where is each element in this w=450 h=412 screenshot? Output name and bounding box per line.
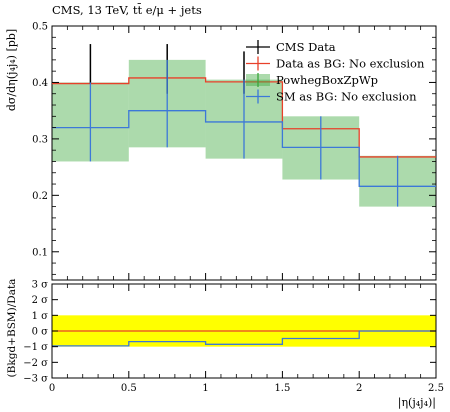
ratio-y-axis-label: (Bkgd+BSM)/Data (6, 279, 18, 378)
chart-title: CMS, 13 TeV, tt̄ e/μ + jets (52, 3, 202, 17)
x-tick-label: 2 (356, 383, 362, 394)
legend-label: CMS Data (276, 40, 336, 54)
main-panel: 0.1 0.2 0.3 0.4 0.5 CMS Data Data as BG: No e… (5, 3, 437, 281)
ratio-y-tick-label: 0 σ (32, 327, 49, 338)
ratio-panel: −3 σ −2 σ −1 σ 0 σ 1 σ 2 σ 3 σ 0 0.5 1 1.5 2 2.5 (Bk… (6, 279, 444, 410)
x-tick-label: 1 (202, 383, 208, 394)
ratio-y-tick-label: 1 σ (32, 311, 49, 322)
y-tick-label: 0.2 (32, 191, 48, 202)
ratio-y-tick-label: −2 σ (23, 358, 48, 369)
legend-label: Data as BG: No exclusion (276, 57, 425, 71)
legend-label: SM as BG: No exclusion (276, 90, 417, 104)
x-tick-label: 1.5 (274, 383, 290, 394)
main-plot-frame (51, 25, 437, 281)
y-tick-label: 0.3 (32, 134, 48, 145)
y-tick-label: 0.1 (32, 247, 48, 258)
ratio-series-group (52, 330, 436, 347)
x-tick-label: 0.5 (121, 383, 137, 394)
x-tick-label: 2.5 (428, 383, 444, 394)
ratio-axis-ticks: −3 σ −2 σ −1 σ 0 σ 1 σ 2 σ 3 σ 0 0.5 1 1.5 2 2.5 (23, 280, 444, 395)
legend-label: PowhegBoxZpWp (276, 73, 378, 87)
ratio-y-tick-label: −1 σ (23, 342, 48, 353)
x-tick-label: 0 (49, 383, 55, 394)
x-axis-label: |η(j₄j₄)| (398, 396, 436, 410)
y-tick-label: 0.5 (32, 22, 48, 33)
ratio-y-tick-label: −3 σ (23, 374, 48, 385)
legend: CMS Data Data as BG: No exclusion PowhegBo… (246, 40, 425, 104)
ratio-sm-as-bg-line (52, 330, 436, 347)
y-tick-label: 0.4 (32, 78, 48, 89)
main-series-group (52, 44, 436, 207)
ratio-y-tick-label: 3 σ (32, 280, 49, 291)
main-y-axis-label: dσ/dη(j₄j₄) [pb] (5, 29, 18, 111)
ratio-y-tick-label: 2 σ (32, 295, 49, 306)
main-frame (51, 25, 437, 281)
main-axis-ticks: 0.1 0.2 0.3 0.4 0.5 (32, 22, 437, 280)
